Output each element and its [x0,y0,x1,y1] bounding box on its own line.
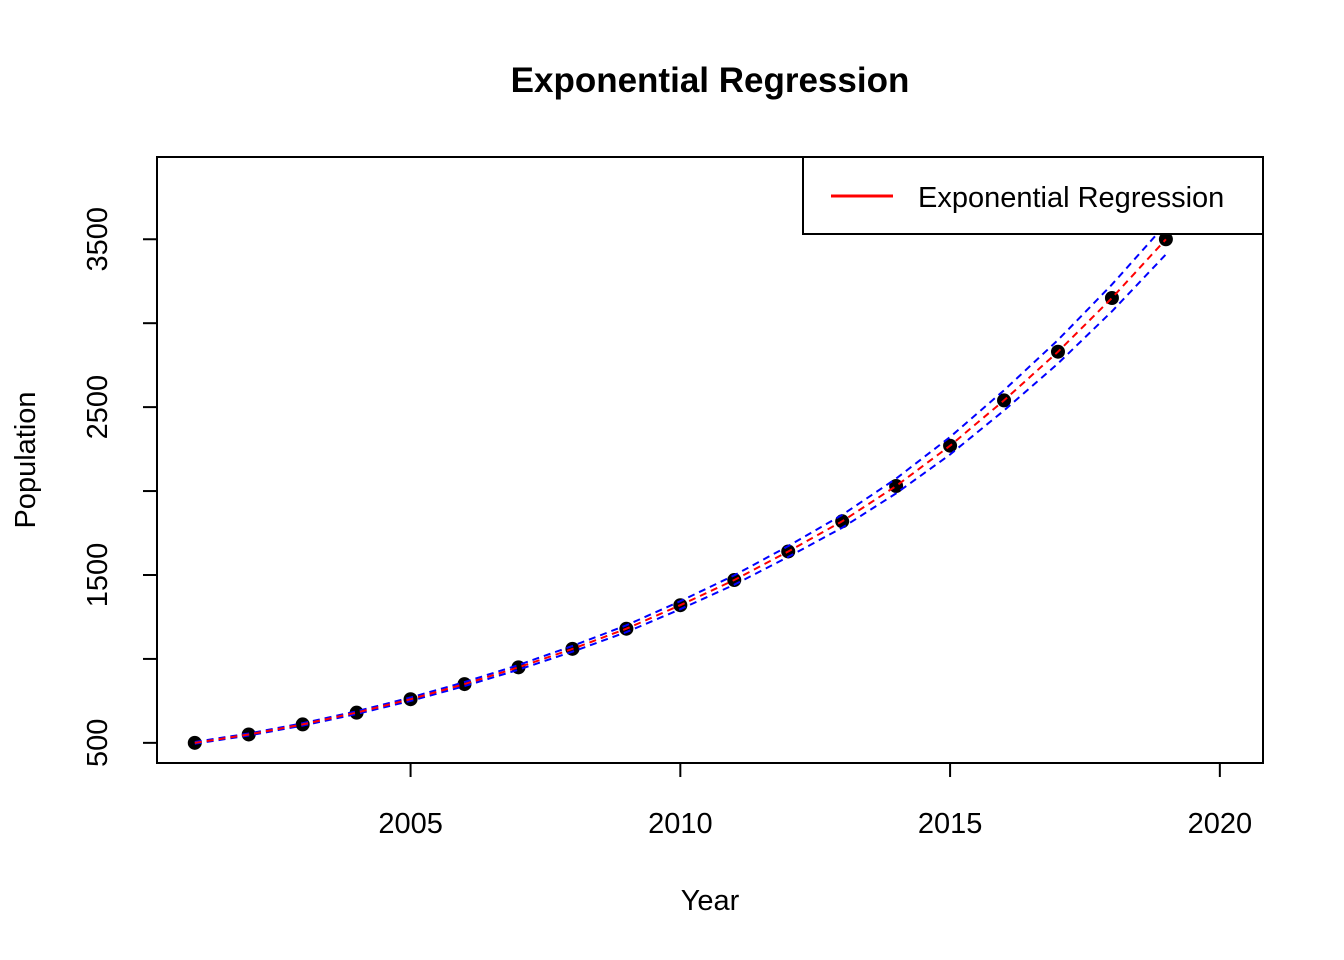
chart-title: Exponential Regression [511,61,910,100]
confidence-upper-line [194,223,1167,743]
x-axis-label: Year [681,885,740,917]
plot-frame [156,156,1264,764]
x-axis: 2005 2010 2015 2020 [378,763,1252,840]
plot-area [187,223,1173,750]
data-point [1158,232,1173,247]
y-tick-label-2500: 2500 [82,375,114,440]
confidence-lower-line [194,253,1167,745]
legend-label-exponential-regression: Exponential Regression [918,182,1224,214]
y-axis-label: Population [10,391,42,528]
y-axis: 500 1500 2500 3500 [82,207,157,767]
data-point [349,705,364,720]
x-tick-label-2015: 2015 [918,808,983,840]
x-tick-label-2005: 2005 [378,808,443,840]
y-tick-label-500: 500 [82,719,114,767]
x-tick-label-2010: 2010 [648,808,713,840]
x-tick-label-2020: 2020 [1188,808,1253,840]
y-tick-label-3500: 3500 [82,207,114,272]
y-tick-label-1500: 1500 [82,543,114,608]
legend: Exponential Regression [802,156,1264,235]
regression-fit-line [194,238,1167,744]
